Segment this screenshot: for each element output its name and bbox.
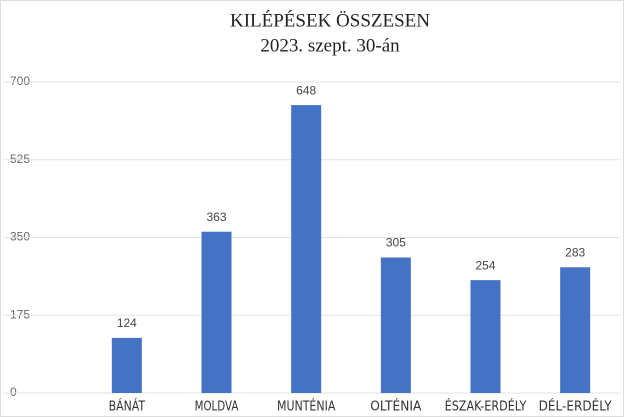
y-tick-label: 350 [10,230,30,244]
x-tick-label: MOLDVA [195,400,239,415]
y-tick-label: 0 [10,385,17,399]
y-tick-label: 700 [10,74,30,88]
bar [111,337,142,393]
value-label: 254 [475,258,495,272]
bar [291,105,322,394]
value-label: 305 [386,236,406,250]
chart-subtitle: 2023. szept. 30-án [260,35,400,56]
value-label: 363 [206,210,226,224]
chart-title: KILÉPÉSEK ÖSSZESEN [230,9,430,31]
value-label: 124 [117,316,137,330]
y-tick-label: 175 [10,307,30,321]
x-tick-label: OLTÉNIA [370,399,421,415]
bar [201,231,232,393]
x-tick-label: ÉSZAK-ERDÉLY [445,399,527,415]
x-tick-label: DÉL-ERDÉLY [539,399,612,415]
x-tick-label: MUNTÉNIA [277,399,335,415]
value-label: 283 [565,245,585,259]
y-tick-label: 525 [10,152,30,166]
value-label: 648 [296,83,316,97]
bar [380,257,411,393]
x-tick-label: BÁNÁT [109,399,146,415]
bar [470,280,501,393]
bar [560,267,591,393]
